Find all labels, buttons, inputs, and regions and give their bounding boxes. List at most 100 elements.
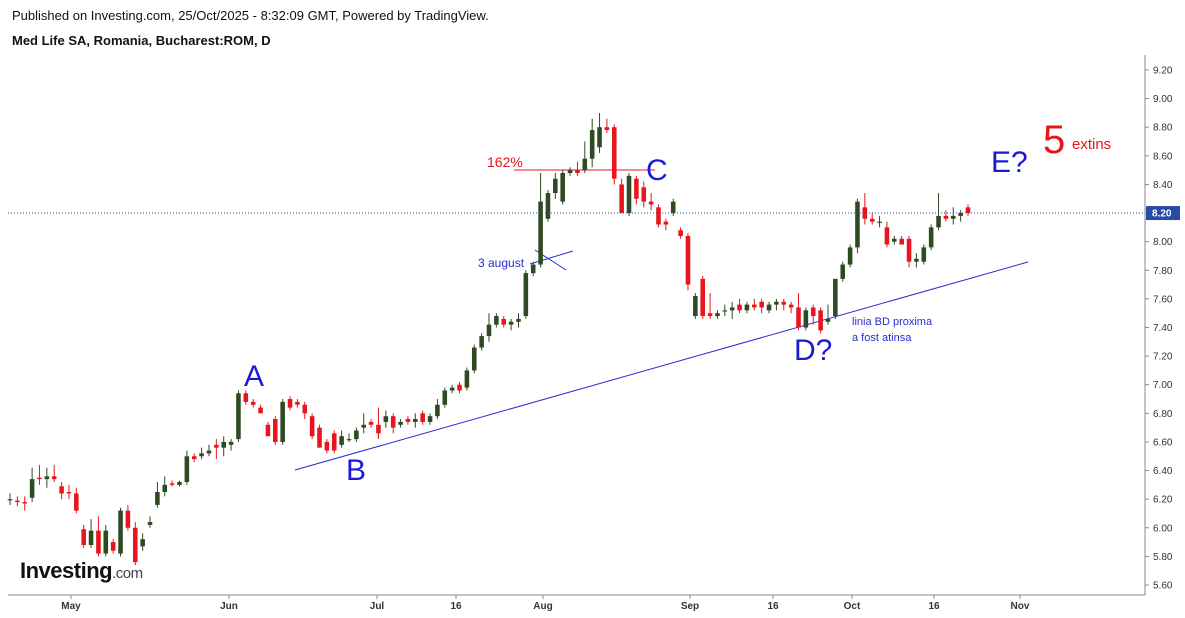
candle	[346, 433, 352, 442]
candle	[634, 175, 639, 205]
candle	[641, 181, 647, 208]
candle	[125, 504, 131, 531]
candle-body-down	[132, 527, 138, 563]
candle-body-down	[685, 235, 691, 285]
price-tick-label: 6.80	[1153, 409, 1173, 420]
candle	[825, 304, 831, 325]
candle	[921, 244, 927, 265]
candle	[722, 304, 728, 317]
candle	[354, 427, 359, 442]
candle	[317, 424, 322, 448]
candle-body-down	[420, 413, 425, 422]
candle	[51, 464, 57, 482]
candle	[950, 207, 956, 225]
candle	[59, 482, 64, 500]
candle	[162, 476, 168, 497]
candle	[199, 447, 204, 460]
time-axis: May Jun Jul 16 Aug Sep 16 Oct 16 Nov	[61, 595, 1030, 612]
candle	[236, 390, 241, 442]
wave-a-label: A	[244, 360, 264, 393]
bd-note-line1: linia BD proxima	[852, 316, 933, 328]
candle	[376, 407, 381, 440]
aug3-line	[529, 250, 574, 265]
price-tick-label: 6.40	[1153, 466, 1173, 477]
candle-body-down	[796, 307, 801, 328]
candle	[877, 215, 882, 228]
candle-body-up	[361, 424, 367, 428]
candle	[383, 410, 389, 428]
candle-body-down	[862, 207, 868, 219]
candle	[88, 519, 94, 548]
candle	[936, 193, 941, 231]
time-tick-label: 16	[767, 601, 779, 612]
candle-body-up	[523, 273, 529, 317]
candle-body-down	[110, 542, 116, 551]
candle-body-up	[892, 238, 897, 242]
logo-brand: Investing	[20, 558, 113, 583]
candle	[7, 493, 13, 505]
candle	[368, 419, 374, 428]
candle	[914, 253, 919, 268]
price-tick-label: 7.20	[1153, 352, 1173, 363]
candle-body-down	[368, 421, 374, 425]
candle	[309, 413, 315, 440]
candle	[810, 304, 816, 325]
wave-d-label: D?	[794, 334, 832, 367]
candle	[15, 496, 20, 507]
candle	[280, 399, 285, 445]
candle	[884, 221, 890, 248]
candle-body-up	[7, 499, 13, 501]
candle	[707, 293, 713, 319]
candle	[516, 313, 521, 328]
candle-body-down	[376, 424, 381, 434]
candle	[545, 190, 551, 222]
candle-body-up	[626, 175, 632, 214]
price-tick-label: 8.80	[1153, 123, 1173, 134]
candle-body-down	[15, 500, 20, 503]
candle-body-up	[398, 421, 403, 425]
candle	[729, 301, 735, 319]
candle-body-up	[236, 393, 241, 440]
candle-body-down	[678, 230, 683, 236]
candle-body-up	[464, 370, 470, 388]
investing-logo: Investing.com	[20, 558, 143, 584]
candle	[37, 464, 42, 485]
candle	[103, 524, 109, 557]
candle	[243, 390, 249, 405]
candle	[774, 298, 779, 311]
candle	[486, 313, 492, 342]
candle-body-up	[427, 416, 433, 422]
candle-body-up	[803, 310, 809, 328]
candle-body-up	[199, 453, 204, 457]
candle-body-up	[339, 436, 344, 445]
candle	[700, 276, 705, 319]
candle	[899, 235, 904, 245]
candle	[191, 453, 197, 462]
time-tick-label: Jul	[370, 601, 385, 612]
logo-domain: .com	[112, 565, 143, 582]
candle-body-down	[214, 444, 219, 448]
price-tick-label: 5.60	[1153, 581, 1173, 592]
candle-body-up	[486, 324, 492, 337]
candle-body-down	[641, 187, 647, 202]
candle-body-up	[118, 510, 123, 554]
time-tick-label: May	[61, 601, 81, 612]
candle-body-up	[140, 539, 145, 547]
candle	[693, 293, 698, 319]
candle-body-up	[833, 278, 838, 317]
time-tick-label: Oct	[844, 601, 861, 612]
candle-body-down	[317, 427, 322, 448]
candle	[494, 313, 499, 328]
candle	[250, 399, 256, 408]
candle	[553, 173, 558, 199]
candle-body-down	[74, 493, 79, 511]
candle-body-up	[221, 441, 226, 448]
wave-5-label: 5	[1043, 118, 1065, 162]
candle-body-up	[744, 304, 750, 311]
candle-body-up	[442, 390, 448, 405]
candle	[457, 381, 462, 394]
price-tick-label: 8.40	[1153, 180, 1173, 191]
price-axis: 9.20 9.00 8.80 8.60 8.40 8.20 8.00 7.80 7.60 7.40…	[1145, 66, 1173, 592]
candle	[221, 436, 226, 457]
